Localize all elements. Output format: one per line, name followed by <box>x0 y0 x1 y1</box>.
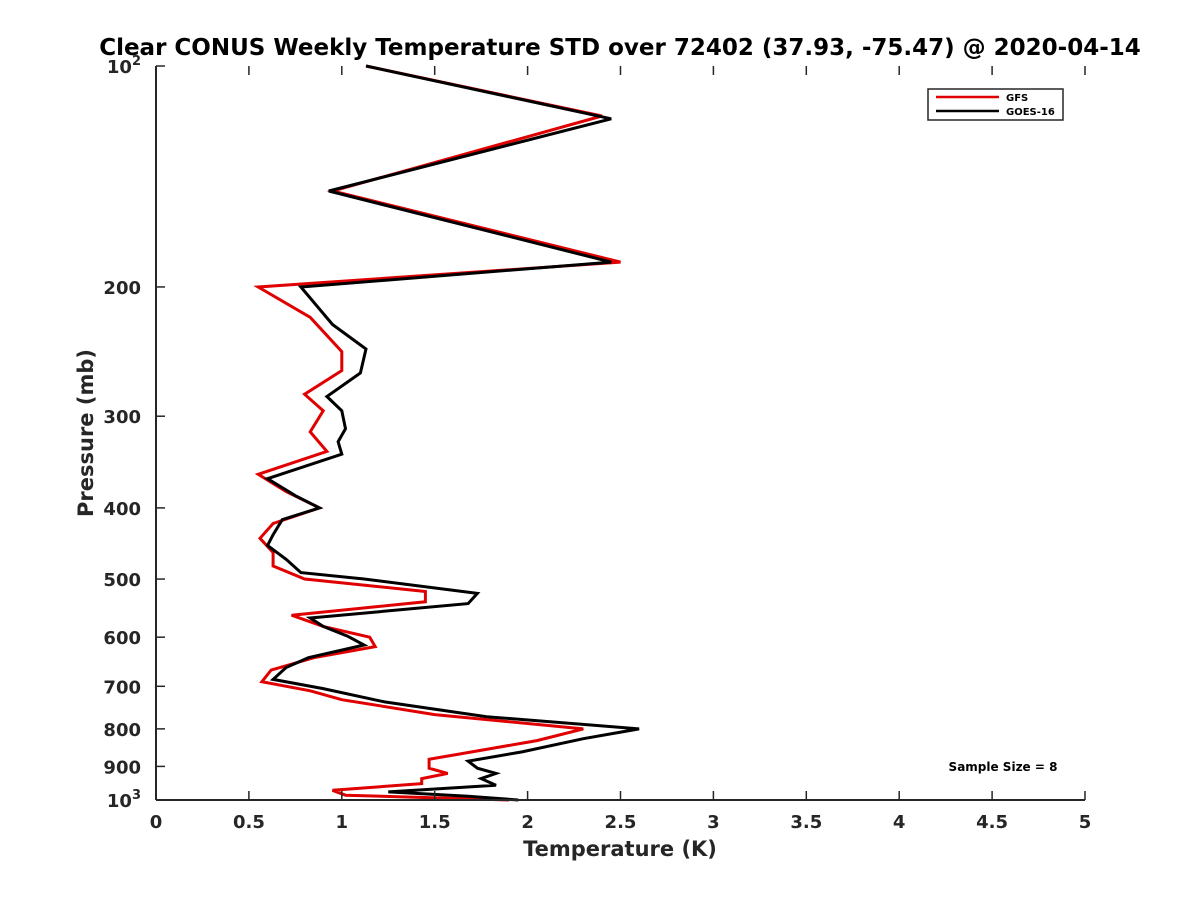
series-layer <box>253 64 640 802</box>
x-tick-label: 3 <box>707 812 720 833</box>
x-tick-label: 2.5 <box>605 812 637 833</box>
y-tick-label: 300 <box>103 407 141 428</box>
y-tick-label: 400 <box>103 499 141 520</box>
y-tick-label: 700 <box>103 677 141 698</box>
x-ticks: 0 0.5 1 1.5 2 2.5 3 3.5 4 4.5 5 <box>150 66 1092 833</box>
y-tick-label: 200 <box>103 278 141 299</box>
sample-size-annotation: Sample Size = 8 <box>949 760 1058 774</box>
y-tick-exponent: 3 <box>132 788 141 803</box>
series-line-gfs <box>253 64 621 802</box>
x-axis-title: Temperature (K) <box>523 837 717 861</box>
y-tick-label: 600 <box>103 628 141 649</box>
plot-area: 0 0.5 1 1.5 2 2.5 3 3.5 4 4.5 5 102 200 300 400 500 600… <box>103 54 1091 833</box>
y-tick-label: 102 <box>107 54 141 78</box>
legend-label-goes16: GOES-16 <box>1006 107 1055 118</box>
legend: GFS GOES-16 <box>927 88 1064 121</box>
x-tick-label: 5 <box>1079 812 1092 833</box>
y-tick-label: 500 <box>103 570 141 591</box>
y-ticks: 102 200 300 400 500 600 700 800 900 103 <box>103 54 165 812</box>
y-tick-label: 800 <box>103 720 141 741</box>
x-tick-label: 0 <box>150 812 163 833</box>
x-tick-label: 1.5 <box>419 812 451 833</box>
chart-title: Clear CONUS Weekly Temperature STD over … <box>99 35 1141 61</box>
y-tick-label: 103 <box>107 788 141 812</box>
x-tick-label: 4.5 <box>976 812 1008 833</box>
series-line-goes16 <box>263 64 640 802</box>
x-tick-label: 4 <box>893 812 906 833</box>
x-tick-label: 1 <box>336 812 349 833</box>
axes-background <box>156 66 1085 800</box>
legend-label-gfs: GFS <box>1006 93 1028 104</box>
legend-box <box>927 88 1064 121</box>
x-tick-label: 2 <box>521 812 534 833</box>
x-tick-label: 3.5 <box>790 812 822 833</box>
y-tick-exponent: 2 <box>132 54 141 69</box>
y-tick-label: 900 <box>103 757 141 778</box>
y-axis-title: Pressure (mb) <box>74 349 98 517</box>
x-tick-label: 0.5 <box>233 812 265 833</box>
